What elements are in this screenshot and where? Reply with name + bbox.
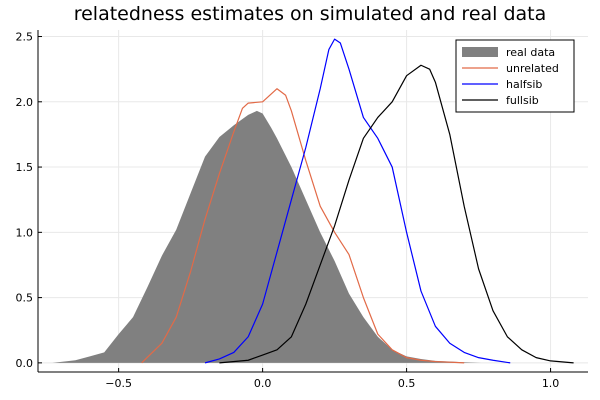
- x-tick-label: −0.5: [105, 377, 132, 390]
- x-tick-label: 1.0: [542, 377, 560, 390]
- series-layer: [52, 38, 574, 364]
- series-line-halfsib: [204, 38, 511, 364]
- x-tick-label: 0.0: [254, 377, 272, 390]
- legend: real data unrelated halfsib fullsib: [455, 39, 575, 113]
- series-area-real-data: [52, 110, 482, 363]
- x-tick-label: 0.5: [398, 377, 416, 390]
- legend-label-halfsib: halfsib: [506, 78, 542, 91]
- legend-label-unrelated: unrelated: [506, 62, 559, 75]
- y-tick-label: 1.5: [16, 161, 34, 174]
- series-line-unrelated: [141, 88, 465, 364]
- axis-layer: −0.5 0.0 0.5 1.0 0.0 0.5 1.0 1.5 2.0 2.5: [16, 30, 588, 390]
- y-tick-label: 0.0: [16, 357, 34, 370]
- legend-label-fullsib: fullsib: [506, 94, 539, 107]
- series-line-fullsib: [219, 64, 574, 364]
- y-tick-label: 0.5: [16, 292, 34, 305]
- legend-label-real-data: real data: [506, 46, 555, 59]
- y-tick-label: 1.0: [16, 226, 34, 239]
- chart-title: relatedness estimates on simulated and r…: [74, 3, 547, 25]
- y-tick-label: 2.0: [16, 96, 34, 109]
- y-tick-label: 2.5: [16, 31, 34, 44]
- legend-swatch-real-data: [462, 47, 498, 57]
